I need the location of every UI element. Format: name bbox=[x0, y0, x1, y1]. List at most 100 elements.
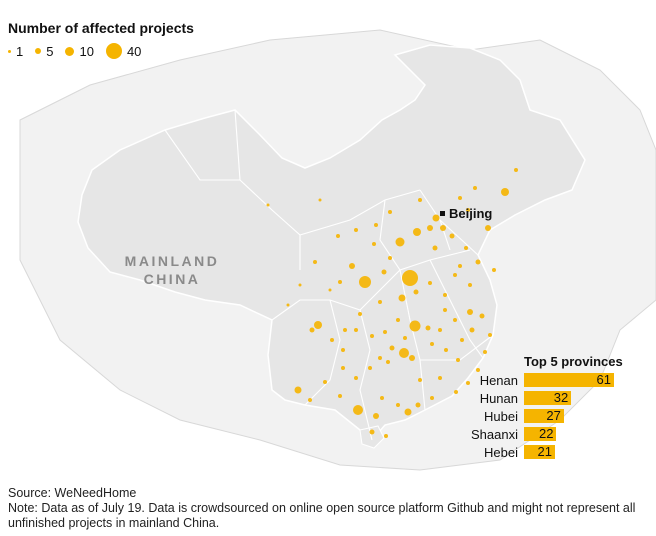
project-dot bbox=[309, 327, 315, 333]
size-legend: 1 5 10 40 bbox=[8, 42, 153, 60]
project-dot bbox=[492, 268, 496, 272]
project-dot bbox=[469, 327, 475, 333]
project-dot bbox=[453, 318, 457, 322]
project-dot bbox=[402, 270, 418, 286]
beijing-marker bbox=[440, 211, 445, 216]
project-dot bbox=[501, 188, 509, 196]
project-dot bbox=[374, 223, 378, 227]
project-dot bbox=[453, 273, 457, 277]
project-dot bbox=[314, 321, 322, 329]
project-dot bbox=[440, 225, 446, 231]
province-bar: 27 bbox=[524, 409, 564, 423]
legend-dot-10 bbox=[65, 46, 75, 56]
top5-row: Henan 61 bbox=[456, 372, 626, 388]
china-map: MAINLAND CHINA Beijing bbox=[19, 29, 656, 471]
province-value: 61 bbox=[596, 372, 611, 387]
project-dot bbox=[388, 210, 392, 214]
legend-label-10: 10 bbox=[79, 43, 94, 59]
project-dot bbox=[475, 259, 481, 265]
province-bar: 21 bbox=[524, 445, 555, 459]
legend-label-5: 5 bbox=[46, 43, 54, 59]
beijing-label: Beijing bbox=[449, 206, 492, 221]
project-dot bbox=[341, 366, 345, 370]
project-dot bbox=[454, 390, 458, 394]
project-dot bbox=[415, 402, 421, 408]
province-value: 21 bbox=[537, 444, 552, 459]
project-dot bbox=[373, 413, 379, 419]
province-name: Hunan bbox=[479, 390, 518, 406]
project-dot bbox=[338, 394, 342, 398]
source-note: Source: WeNeedHome bbox=[8, 486, 137, 500]
project-dot bbox=[389, 345, 395, 351]
top5-row: Shaanxi 22 bbox=[456, 426, 626, 442]
project-dot bbox=[413, 289, 419, 295]
project-dot bbox=[458, 264, 462, 268]
project-dot bbox=[476, 368, 480, 372]
project-dot bbox=[483, 350, 487, 354]
legend-label-40: 40 bbox=[126, 43, 142, 59]
project-dot bbox=[396, 318, 400, 322]
project-dot bbox=[378, 356, 382, 360]
project-dot bbox=[488, 333, 492, 337]
mainland-china-land bbox=[77, 44, 586, 442]
project-dot bbox=[432, 245, 438, 251]
project-dot bbox=[485, 225, 491, 231]
project-dot bbox=[359, 276, 371, 288]
top5-rows: Henan 61 Hunan 32 Hubei 27 Shaanxi 22 Hebei 21 bbox=[456, 372, 626, 460]
project-dot bbox=[425, 325, 431, 331]
top5-row: Hebei 21 bbox=[456, 444, 626, 460]
project-dots bbox=[266, 168, 518, 438]
project-dot bbox=[413, 228, 421, 236]
project-dot bbox=[353, 405, 363, 415]
project-dot bbox=[438, 376, 442, 380]
top5-row: Hubei 27 bbox=[456, 408, 626, 424]
province-borders bbox=[164, 109, 494, 441]
project-dot bbox=[395, 237, 405, 247]
project-dot bbox=[358, 312, 362, 316]
project-dot bbox=[386, 360, 390, 364]
project-dot bbox=[381, 269, 387, 275]
footer: Source: WeNeedHome Note: Data as of July… bbox=[8, 486, 648, 531]
project-dot bbox=[341, 348, 345, 352]
province-value: 32 bbox=[553, 390, 569, 405]
project-dot bbox=[372, 242, 376, 246]
province-bar: 61 bbox=[524, 373, 614, 387]
project-dot bbox=[456, 358, 460, 362]
legend-item-10: 10 bbox=[65, 43, 94, 59]
project-dot bbox=[354, 228, 358, 232]
project-dot bbox=[336, 234, 340, 238]
province-value: 27 bbox=[546, 408, 561, 423]
top5-provinces-chart: Top 5 provinces Henan 61 Hunan 32 Hubei 27 Sha… bbox=[456, 354, 626, 460]
project-dot bbox=[479, 313, 485, 319]
top5-title: Top 5 provinces bbox=[524, 354, 623, 369]
data-note: Note: Data as of July 19. Data is crowds… bbox=[8, 501, 636, 530]
legend-dot-40 bbox=[105, 43, 122, 59]
project-dot bbox=[330, 338, 334, 342]
project-dot bbox=[286, 303, 290, 307]
project-dot bbox=[343, 328, 347, 332]
legend-title: Number of affected projects bbox=[8, 20, 194, 36]
project-dot bbox=[369, 429, 375, 435]
project-dot bbox=[384, 434, 388, 438]
project-dot bbox=[430, 342, 434, 346]
legend-item-1: 1 bbox=[8, 44, 23, 59]
project-dot bbox=[430, 396, 434, 400]
project-dot bbox=[294, 386, 302, 394]
region-label-mainland: MAINLAND bbox=[125, 253, 220, 269]
top5-row: Hunan 32 bbox=[456, 390, 626, 406]
province-name: Shaanxi bbox=[471, 426, 518, 442]
province-bar: 32 bbox=[524, 390, 572, 405]
project-dot bbox=[398, 294, 406, 302]
project-dot bbox=[458, 196, 462, 200]
project-dot bbox=[428, 281, 432, 285]
project-dot bbox=[318, 198, 322, 202]
project-dot bbox=[380, 396, 384, 400]
project-dot bbox=[443, 308, 447, 312]
project-dot bbox=[378, 300, 382, 304]
project-dot bbox=[466, 381, 470, 385]
project-dot bbox=[354, 376, 358, 380]
province-bar: 22 bbox=[524, 427, 557, 441]
project-dot bbox=[444, 348, 448, 352]
project-dot bbox=[449, 233, 455, 239]
project-dot bbox=[409, 320, 421, 332]
